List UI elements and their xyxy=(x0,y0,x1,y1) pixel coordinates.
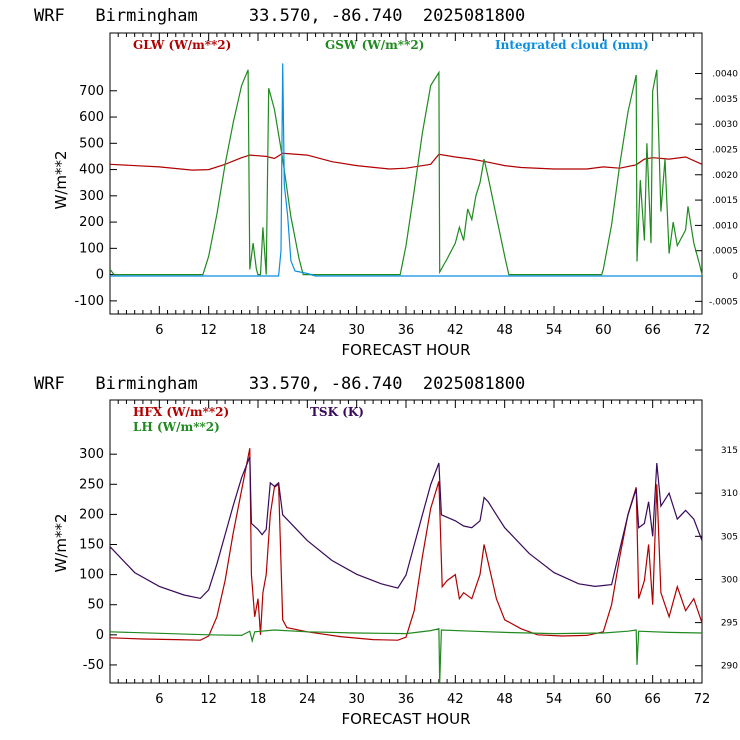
chart-panel-fluxes: WRF Birmingham 33.570, -86.740 202508180… xyxy=(34,374,738,728)
y-axis-ticks: -50 0 50 100 150 200 250 300 xyxy=(79,447,117,673)
y2-axis-ticks: 290 295 300 305 310 315 xyxy=(695,446,738,672)
series-line-lh xyxy=(109,628,703,684)
y2-tick-label: 290 xyxy=(721,662,738,672)
x-tick-label: 6 xyxy=(155,692,163,707)
y-tick-label: 100 xyxy=(79,568,104,583)
y2-tick-label: .0030 xyxy=(712,120,738,130)
y-axis-label: W/m**2 xyxy=(52,513,70,572)
plot-frame xyxy=(109,32,703,315)
x-tick-label: 54 xyxy=(546,692,563,707)
y-tick-label: 200 xyxy=(79,215,104,230)
x-tick-label: 72 xyxy=(694,323,711,338)
x-tick-label: 60 xyxy=(595,323,612,338)
y-tick-label: 500 xyxy=(79,136,104,151)
x-tick-label: 18 xyxy=(250,323,267,338)
y-tick-label: 150 xyxy=(79,538,104,553)
series-lines xyxy=(109,63,703,277)
x-tick-label: 24 xyxy=(299,323,316,338)
series-line-tsk xyxy=(109,456,703,600)
y2-tick-label: .0040 xyxy=(712,70,738,80)
legend-hfx: HFX (W/m**2) xyxy=(133,405,229,419)
y-tick-label: 0 xyxy=(96,628,104,643)
y-axis-ticks: -100 0 100 200 300 400 500 600 700 xyxy=(74,84,117,309)
y-tick-label: 250 xyxy=(79,477,104,492)
y2-tick-label: 0 xyxy=(732,272,738,282)
x-tick-label: 66 xyxy=(644,692,661,707)
chart-panel-radiation: WRF Birmingham 33.570, -86.740 202508180… xyxy=(34,6,738,359)
series-lines xyxy=(109,448,703,684)
x-tick-label: 48 xyxy=(496,323,513,338)
x-tick-label: 60 xyxy=(595,692,612,707)
legend-lh: LH (W/m**2) xyxy=(133,420,220,434)
y-axis-label: W/m**2 xyxy=(52,150,70,209)
y2-tick-label: .0020 xyxy=(712,171,738,181)
y2-tick-label: .0025 xyxy=(712,145,738,155)
x-tick-label: 36 xyxy=(398,323,415,338)
x-tick-label: 54 xyxy=(546,323,563,338)
x-tick-label: 24 xyxy=(299,692,316,707)
x-axis-label: FORECAST HOUR xyxy=(341,341,470,359)
y-tick-label: 100 xyxy=(79,241,104,256)
x-tick-label: 66 xyxy=(644,323,661,338)
x-tick-label: 30 xyxy=(348,323,365,338)
x-axis-ticks: 6 12 18 24 30 36 42 48 54 60 66 72 xyxy=(117,400,711,707)
y2-tick-label: .0010 xyxy=(712,221,738,231)
x-tick-label: 42 xyxy=(447,323,464,338)
x-axis-ticks: 6 12 18 24 30 36 42 48 54 60 66 72 xyxy=(117,33,711,338)
x-tick-label: 12 xyxy=(200,692,217,707)
chart-title: WRF Birmingham 33.570, -86.740 202508180… xyxy=(34,374,525,394)
y2-tick-label: -.0005 xyxy=(709,297,738,307)
y2-tick-label: 300 xyxy=(721,575,738,585)
y-tick-label: 50 xyxy=(87,598,104,613)
x-tick-label: 72 xyxy=(694,692,711,707)
y2-tick-label: .0035 xyxy=(712,95,738,105)
y2-tick-label: 305 xyxy=(721,532,738,542)
x-tick-label: 18 xyxy=(250,692,267,707)
y-tick-label: 300 xyxy=(79,447,104,462)
legend-integrated-cloud: Integrated cloud (mm) xyxy=(495,38,649,52)
chart-title: WRF Birmingham 33.570, -86.740 202508180… xyxy=(34,6,525,26)
y-tick-label: 400 xyxy=(79,163,104,178)
series-line-integrated xyxy=(110,63,702,277)
x-tick-label: 48 xyxy=(496,692,513,707)
x-axis-label: FORECAST HOUR xyxy=(341,710,470,728)
y-tick-label: -50 xyxy=(83,658,104,673)
y2-tick-label: .0005 xyxy=(712,247,738,257)
x-tick-label: 36 xyxy=(398,692,415,707)
series-line-hfx xyxy=(109,448,703,641)
y-tick-label: 0 xyxy=(96,268,104,283)
y2-tick-label: .0015 xyxy=(712,196,738,206)
y-tick-label: -100 xyxy=(74,294,104,309)
legend-tsk: TSK (K) xyxy=(310,405,364,419)
y2-tick-label: 295 xyxy=(721,619,738,629)
y2-tick-label: 315 xyxy=(721,446,738,456)
y-tick-label: 200 xyxy=(79,507,104,522)
x-tick-label: 30 xyxy=(348,692,365,707)
y-tick-label: 700 xyxy=(79,84,104,99)
x-tick-label: 42 xyxy=(447,692,464,707)
series-line-glw xyxy=(109,152,703,171)
legend-glw: GLW (W/m**2) xyxy=(133,38,231,52)
y-tick-label: 300 xyxy=(79,189,104,204)
legend-gsw: GSW (W/m**2) xyxy=(325,38,424,52)
series-line-gsw xyxy=(109,69,703,276)
y2-tick-label: 310 xyxy=(721,489,738,499)
x-tick-label: 6 xyxy=(155,323,163,338)
y-tick-label: 600 xyxy=(79,110,104,125)
x-tick-label: 12 xyxy=(200,323,217,338)
